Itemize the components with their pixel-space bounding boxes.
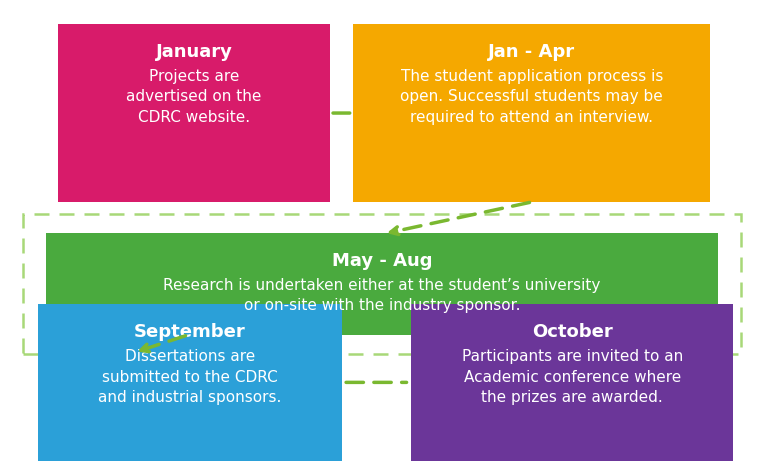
- Text: October: October: [531, 323, 613, 341]
- Text: Jan - Apr: Jan - Apr: [488, 43, 575, 61]
- Text: January: January: [155, 43, 233, 61]
- FancyBboxPatch shape: [353, 24, 710, 202]
- FancyBboxPatch shape: [46, 233, 718, 335]
- Text: Dissertations are
submitted to the CDRC
and industrial sponsors.: Dissertations are submitted to the CDRC …: [98, 349, 282, 405]
- Text: Projects are
advertised on the
CDRC website.: Projects are advertised on the CDRC webs…: [126, 69, 262, 124]
- Text: Research is undertaken either at the student’s university
or on-site with the in: Research is undertaken either at the stu…: [164, 278, 601, 314]
- Text: May - Aug: May - Aug: [332, 252, 432, 270]
- FancyBboxPatch shape: [38, 304, 342, 461]
- Text: The student application process is
open. Successful students may be
required to : The student application process is open.…: [400, 69, 664, 124]
- FancyBboxPatch shape: [58, 24, 330, 202]
- FancyBboxPatch shape: [411, 304, 733, 461]
- Text: Participants are invited to an
Academic conference where
the prizes are awarded.: Participants are invited to an Academic …: [462, 349, 683, 405]
- Text: September: September: [134, 323, 246, 341]
